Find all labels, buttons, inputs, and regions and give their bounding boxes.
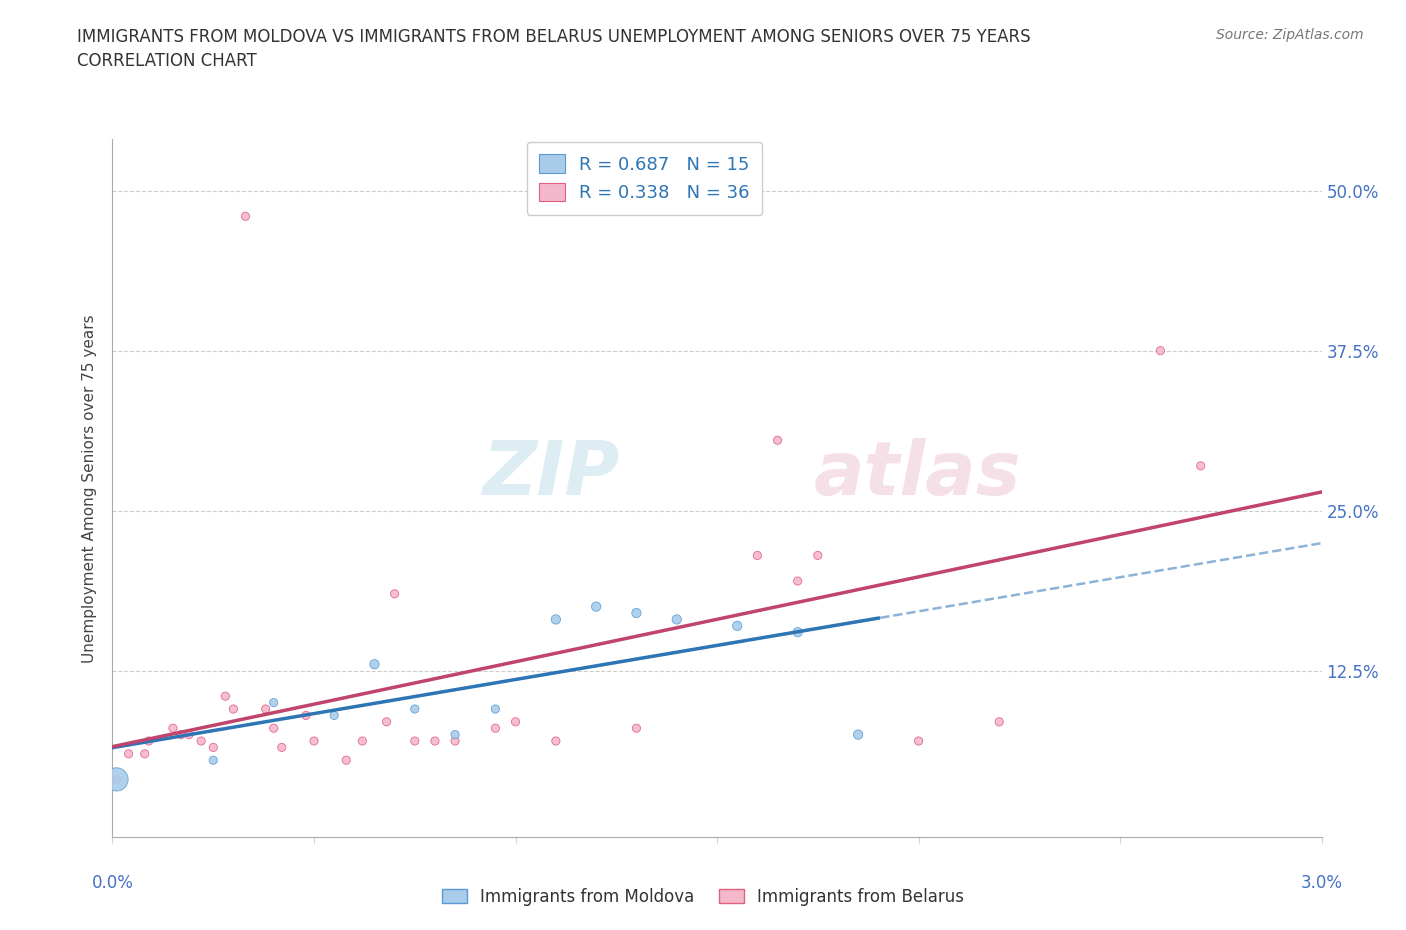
Point xyxy=(138,734,160,749)
Point xyxy=(505,714,527,729)
Point xyxy=(907,734,929,749)
Point xyxy=(170,727,193,742)
Point xyxy=(1149,343,1171,358)
Point xyxy=(384,587,406,602)
Text: atlas: atlas xyxy=(814,438,1021,511)
Y-axis label: Unemployment Among Seniors over 75 years: Unemployment Among Seniors over 75 years xyxy=(82,314,97,662)
Point xyxy=(352,734,374,749)
Point xyxy=(786,625,808,640)
Point xyxy=(626,721,648,736)
Point xyxy=(105,772,128,787)
Point xyxy=(725,618,748,633)
Point xyxy=(202,740,225,755)
Point xyxy=(444,734,467,749)
Legend: R = 0.687   N = 15, R = 0.338   N = 36: R = 0.687 N = 15, R = 0.338 N = 36 xyxy=(527,141,762,215)
Point xyxy=(263,696,285,711)
Point xyxy=(134,747,156,762)
Point xyxy=(404,734,426,749)
Point xyxy=(375,714,398,729)
Point xyxy=(585,599,607,614)
Point xyxy=(484,721,506,736)
Point xyxy=(235,209,257,224)
Point xyxy=(807,548,830,563)
Point xyxy=(484,701,506,716)
Point xyxy=(190,734,212,749)
Point xyxy=(270,740,292,755)
Point xyxy=(665,612,688,627)
Point xyxy=(766,432,789,447)
Point xyxy=(105,772,128,787)
Point xyxy=(335,752,357,767)
Point xyxy=(747,548,769,563)
Point xyxy=(222,701,245,716)
Point xyxy=(254,701,277,716)
Text: IMMIGRANTS FROM MOLDOVA VS IMMIGRANTS FROM BELARUS UNEMPLOYMENT AMONG SENIORS OV: IMMIGRANTS FROM MOLDOVA VS IMMIGRANTS FR… xyxy=(77,28,1031,46)
Point xyxy=(302,734,325,749)
Point xyxy=(1189,458,1212,473)
Text: 3.0%: 3.0% xyxy=(1301,874,1343,892)
Point xyxy=(786,574,808,589)
Point xyxy=(988,714,1011,729)
Point xyxy=(214,689,236,704)
Text: ZIP: ZIP xyxy=(484,438,620,511)
Point xyxy=(202,752,225,767)
Point xyxy=(295,708,318,723)
Point xyxy=(544,734,567,749)
Point xyxy=(117,747,139,762)
Point xyxy=(846,727,869,742)
Point xyxy=(544,612,567,627)
Point xyxy=(404,701,426,716)
Text: 0.0%: 0.0% xyxy=(91,874,134,892)
Text: Source: ZipAtlas.com: Source: ZipAtlas.com xyxy=(1216,28,1364,42)
Point xyxy=(444,727,467,742)
Point xyxy=(323,708,346,723)
Legend: Immigrants from Moldova, Immigrants from Belarus: Immigrants from Moldova, Immigrants from… xyxy=(434,881,972,912)
Point xyxy=(162,721,184,736)
Point xyxy=(363,657,385,671)
Point xyxy=(177,727,200,742)
Text: CORRELATION CHART: CORRELATION CHART xyxy=(77,52,257,70)
Point xyxy=(423,734,446,749)
Point xyxy=(626,605,648,620)
Point xyxy=(263,721,285,736)
